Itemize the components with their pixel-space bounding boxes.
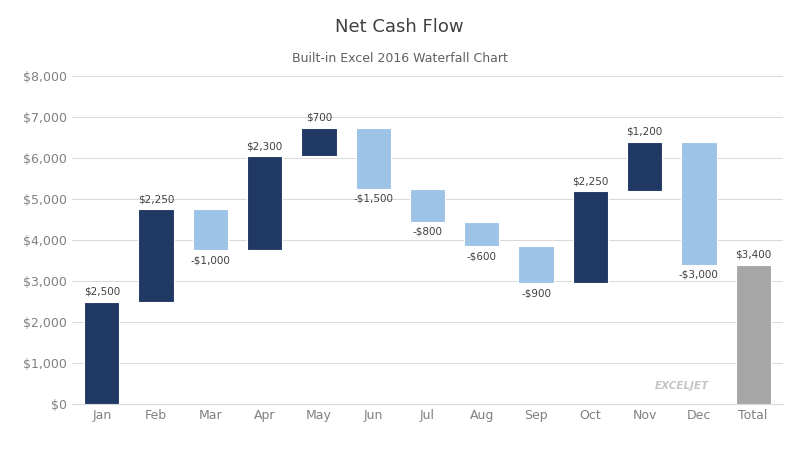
Text: -$800: -$800 <box>412 227 443 237</box>
Text: Net Cash Flow: Net Cash Flow <box>336 18 463 36</box>
Bar <box>573 191 608 283</box>
Text: $3,400: $3,400 <box>735 250 771 260</box>
Text: EXCELJET: EXCELJET <box>655 381 710 391</box>
Text: $700: $700 <box>306 113 332 123</box>
Text: -$3,000: -$3,000 <box>679 270 719 280</box>
Bar <box>410 189 445 222</box>
Text: $1,200: $1,200 <box>626 127 662 137</box>
Text: Built-in Excel 2016 Waterfall Chart: Built-in Excel 2016 Waterfall Chart <box>292 52 507 65</box>
Text: -$1,000: -$1,000 <box>190 255 230 265</box>
Bar <box>84 302 119 404</box>
Bar <box>193 210 228 251</box>
Bar <box>301 128 336 156</box>
Bar <box>464 222 499 247</box>
Text: -$600: -$600 <box>467 251 497 261</box>
Text: $2,500: $2,500 <box>84 287 120 297</box>
Text: $2,250: $2,250 <box>572 176 609 186</box>
Bar <box>519 247 554 283</box>
Bar <box>682 142 717 265</box>
Bar <box>627 142 662 191</box>
Bar <box>138 210 173 302</box>
Bar <box>247 156 282 251</box>
Text: -$1,500: -$1,500 <box>353 194 393 204</box>
Bar <box>356 128 391 189</box>
Text: $2,300: $2,300 <box>246 141 283 151</box>
Text: -$900: -$900 <box>521 288 551 298</box>
Bar <box>736 265 771 404</box>
Text: $2,250: $2,250 <box>138 194 174 205</box>
